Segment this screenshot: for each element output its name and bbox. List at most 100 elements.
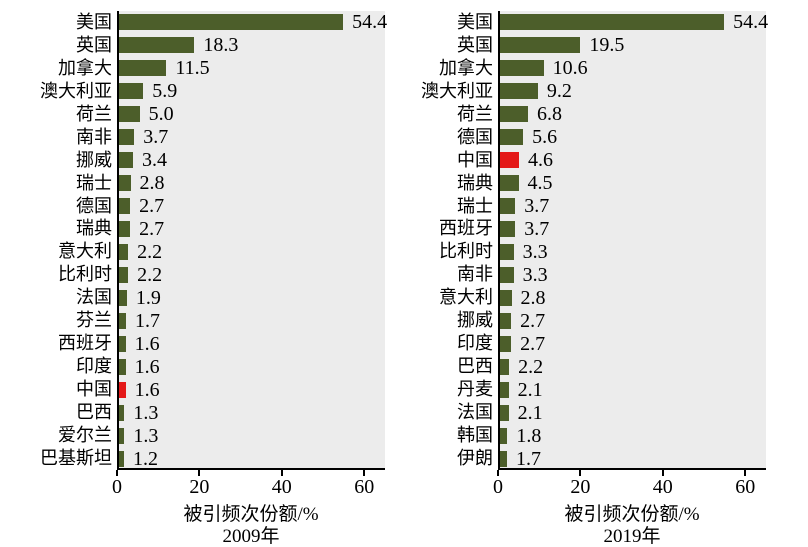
bar: [500, 83, 538, 100]
x-axis-tick: [198, 470, 201, 476]
category-label: 澳大利亚: [40, 80, 112, 101]
plot-area: 54.4 19.5 10.6 9.2 6.8 5.6 4.6 4.5 3.7 3.7 3.3 3.3 2…: [498, 11, 769, 470]
category-label: 德国: [76, 195, 112, 216]
bar: [500, 266, 514, 283]
bar: [119, 312, 126, 329]
bar: [119, 335, 126, 352]
category-label: 瑞典: [457, 172, 493, 193]
category-label: 印度: [76, 356, 112, 377]
x-axis-tick-label: 40: [271, 476, 292, 498]
bar-value-label: 9.2: [546, 80, 572, 103]
category-label: 丹麦: [457, 379, 493, 399]
x-axis-tick-label: 0: [493, 476, 503, 498]
category-label: 美国: [457, 12, 493, 32]
category-label: 荷兰: [457, 103, 493, 124]
bar-value-label: 1.3: [133, 424, 159, 447]
bar-value-label: 19.5: [589, 34, 625, 57]
x-axis-tick: [497, 470, 499, 476]
bar: [119, 152, 133, 169]
bar-value-label: 3.4: [142, 149, 167, 172]
category-label: 英国: [76, 34, 112, 55]
bar-value-label: 1.8: [516, 424, 542, 447]
bar-value-label: 2.1: [517, 378, 543, 401]
bar: [500, 335, 512, 352]
category-label: 澳大利亚: [421, 80, 493, 101]
chart-2009: 美国 英国 加拿大 澳大利亚 荷兰 南非 挪威 瑞士 德国 瑞典 意大利 比利时 法国 芬兰 西班牙 印度 中国…: [5, 11, 387, 547]
bar-value-label: 5.0: [148, 103, 174, 126]
bar-value-label: 4.6: [527, 149, 553, 172]
bar: [119, 129, 135, 146]
bar: [500, 289, 512, 306]
bar: [119, 106, 140, 123]
bar-value-label: 2.7: [139, 218, 165, 241]
category-label: 西班牙: [58, 333, 112, 354]
plot-wrap: 54.4 19.5 10.6 9.2 6.8 5.6 4.6 4.5 3.7 3.7 3.3 3.3 2…: [493, 11, 769, 547]
bar: [119, 427, 125, 444]
bar-value-label: 2.8: [139, 172, 165, 195]
bar: [119, 60, 167, 77]
category-label: 巴西: [457, 356, 493, 377]
x-axis-tick-label: 20: [189, 476, 210, 498]
bar: [500, 450, 507, 467]
bar: [500, 60, 544, 77]
bar: [500, 312, 512, 329]
bar-value-label: 1.2: [132, 447, 158, 470]
category-label: 加拿大: [58, 57, 112, 78]
bar: [119, 198, 131, 215]
bar-value-label: 5.6: [532, 126, 558, 149]
x-axis-tick: [116, 470, 118, 476]
category-label: 加拿大: [439, 57, 493, 78]
bar: [500, 14, 725, 31]
chart-2019: 美国 英国 加拿大 澳大利亚 荷兰 德国 中国 瑞典 瑞士 西班牙 比利时 南非 意大利 挪威 印度 巴西 丹麦…: [398, 11, 769, 547]
bar-value-label: 2.1: [517, 401, 543, 424]
bar: [119, 243, 129, 260]
bar-value-label: 2.2: [137, 240, 163, 263]
bar-value-label: 5.9: [152, 80, 178, 103]
bar-value-label: 2.7: [520, 332, 546, 355]
bar: [119, 83, 144, 100]
bar: [119, 358, 126, 375]
bar-value-label: 1.7: [135, 309, 160, 332]
bar: [119, 175, 131, 192]
category-label: 爱尔兰: [58, 424, 112, 445]
bar-value-label: 3.7: [143, 126, 169, 149]
bar-value-label: 2.7: [139, 195, 165, 218]
category-label: 比利时: [439, 241, 493, 262]
bar-value-label: 1.3: [133, 401, 159, 424]
category-label: 中国: [76, 379, 112, 399]
bar: [500, 381, 509, 398]
category-label: 西班牙: [439, 218, 493, 239]
bar-value-label: 11.5: [175, 57, 210, 80]
bar: [500, 37, 581, 54]
category-label: 德国: [457, 126, 493, 147]
x-axis-year-label: 2019年: [603, 526, 661, 547]
bar: [119, 266, 129, 283]
category-label: 法国: [457, 401, 493, 422]
bar: [500, 358, 510, 375]
category-label: 巴西: [76, 401, 112, 422]
x-axis-tick-label: 20: [570, 476, 591, 498]
x-axis-tick-label: 40: [652, 476, 673, 498]
bar-value-label: 18.3: [203, 34, 239, 57]
bar-value-label: 54.4: [733, 11, 769, 34]
bar: [119, 37, 195, 54]
bar-value-label: 3.3: [522, 263, 548, 286]
x-axis-tick: [280, 470, 283, 476]
bar-value-label: 2.2: [518, 355, 544, 378]
plot-wrap: 54.4 18.3 11.5 5.9 5.0 3.7 3.4 2.8 2.7 2.7 2.2 2.2 1…: [112, 11, 387, 547]
bar-value-label: 1.6: [134, 332, 160, 355]
bar-value-label: 4.5: [527, 172, 553, 195]
x-axis-year-label: 2009年: [222, 526, 280, 547]
category-labels: 美国 英国 加拿大 澳大利亚 荷兰 南非 挪威 瑞士 德国 瑞典 意大利 比利时 法国 芬兰 西班牙 印度 中国…: [5, 11, 117, 470]
bar-value-label: 10.6: [552, 57, 588, 80]
bar-value-label: 6.8: [537, 103, 563, 126]
x-axis-tick: [661, 470, 664, 476]
category-label: 瑞典: [76, 218, 112, 239]
category-label: 南非: [457, 264, 493, 285]
x-axis-tick-label: 60: [735, 476, 756, 498]
category-label: 英国: [457, 34, 493, 55]
bar-value-label: 2.2: [137, 263, 163, 286]
bar: [500, 404, 509, 421]
category-label: 瑞士: [76, 172, 112, 193]
